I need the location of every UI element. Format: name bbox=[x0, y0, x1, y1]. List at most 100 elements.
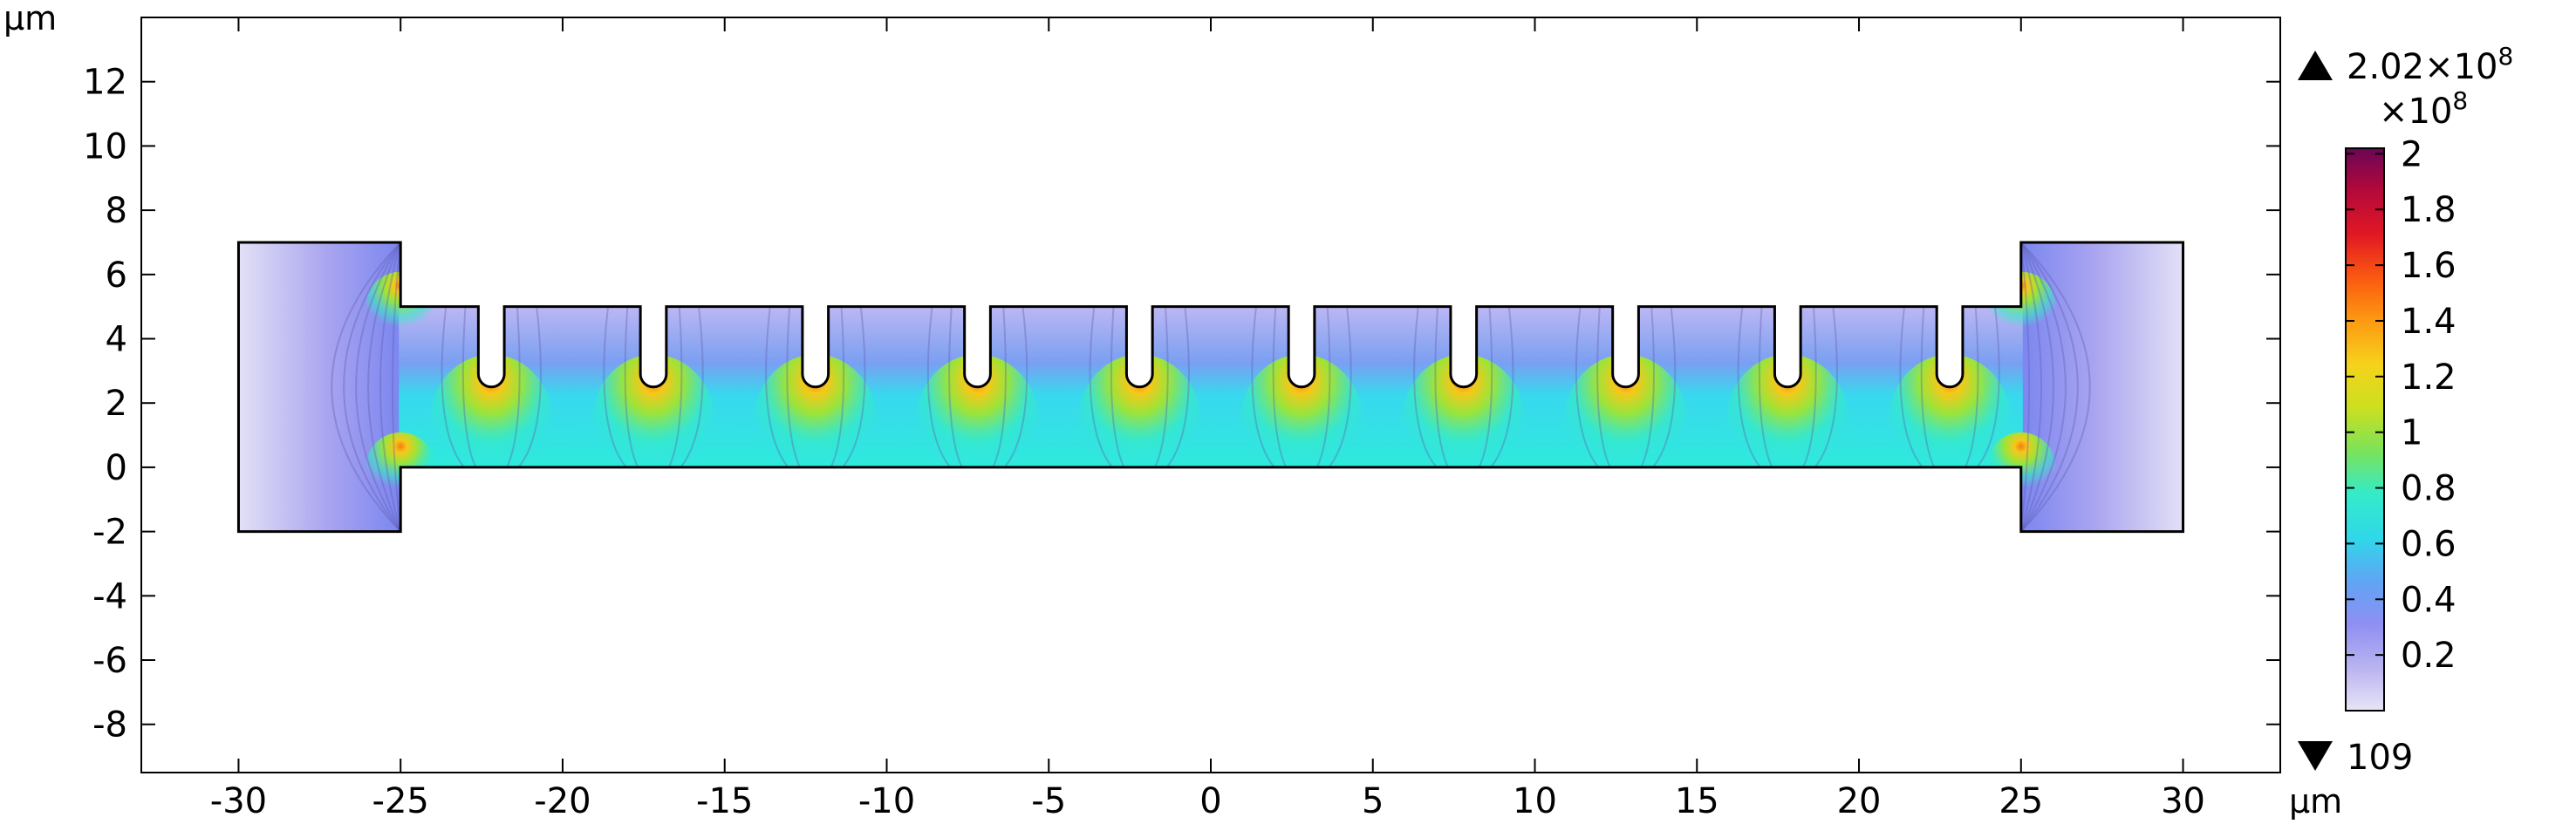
contour-line bbox=[842, 306, 866, 468]
contour-line bbox=[331, 242, 401, 532]
contour-line bbox=[379, 242, 402, 532]
colorbar-tick-label: 1.6 bbox=[2401, 246, 2456, 286]
y-tick-label: 6 bbox=[106, 255, 127, 296]
x-tick-label: 5 bbox=[1362, 781, 1384, 821]
contour-line bbox=[1003, 306, 1028, 468]
contour-line bbox=[680, 306, 704, 468]
y-tick-label: 4 bbox=[106, 320, 127, 360]
colorbar-tick-label: 0.4 bbox=[2401, 580, 2456, 620]
contour-line bbox=[1758, 306, 1773, 468]
contour-line bbox=[1434, 306, 1449, 468]
notch-hotspot bbox=[1240, 354, 1363, 490]
colorbar-min-label: 109 bbox=[2347, 738, 2413, 778]
contour-line bbox=[2019, 242, 2042, 532]
x-tick-label: 15 bbox=[1675, 781, 1719, 821]
colorbar-tick-label: 1.4 bbox=[2401, 302, 2456, 342]
contour-line bbox=[830, 306, 845, 468]
contour-line bbox=[1490, 306, 1514, 468]
colorbar-tick-label: 0.8 bbox=[2401, 469, 2456, 509]
colorbar: 0.2 0.4 0.6 0.8 1 1.2 1.4 1.6 1.8 2 2.02×108 ×108… bbox=[2298, 42, 2513, 778]
x-tick-label: 25 bbox=[1999, 781, 2043, 821]
y-axis: -8 -6 -4 -2 0 2 4 6 8 10 12 bbox=[83, 63, 2280, 746]
y-tick-label: 12 bbox=[83, 63, 127, 103]
contour-line bbox=[441, 306, 465, 468]
max-triangle-icon bbox=[2298, 51, 2333, 80]
contour-line bbox=[1315, 306, 1331, 468]
notch-hotspot bbox=[754, 354, 878, 490]
contour-line bbox=[506, 306, 521, 468]
contour-line bbox=[603, 306, 627, 468]
colorbar-tick-label: 1.2 bbox=[2401, 358, 2456, 398]
contour-line bbox=[1413, 306, 1438, 468]
colorbar-tick-label: 0.2 bbox=[2401, 636, 2456, 676]
contour-line bbox=[2019, 242, 2031, 532]
y-axis-unit: µm bbox=[3, 0, 57, 37]
notch-hotspot bbox=[915, 354, 1040, 490]
notch-hotspot bbox=[429, 354, 553, 490]
x-tick-label: -10 bbox=[858, 781, 915, 821]
contour-line bbox=[391, 242, 402, 532]
x-tick-label: -30 bbox=[210, 781, 267, 821]
contour-line bbox=[2020, 242, 2091, 532]
contour-line bbox=[1920, 306, 1936, 468]
x-tick-label: 30 bbox=[2161, 781, 2205, 821]
x-tick-label: -25 bbox=[372, 781, 429, 821]
contour-line bbox=[992, 306, 1007, 468]
contour-line bbox=[1640, 306, 1655, 468]
notch-hotspot bbox=[1725, 354, 1849, 490]
contour-line bbox=[355, 242, 402, 532]
y-tick-label: -2 bbox=[92, 513, 127, 553]
colorbar-gradient bbox=[2345, 147, 2385, 712]
notch-hotspot bbox=[1563, 354, 1688, 490]
contour-line bbox=[1899, 306, 1923, 468]
contour-line bbox=[1165, 306, 1190, 468]
contour-line bbox=[461, 306, 477, 468]
colorbar-exponent-label: ×108 bbox=[2379, 86, 2468, 132]
contour-line bbox=[1964, 306, 1979, 468]
contour-line bbox=[786, 306, 801, 468]
contour-line bbox=[1110, 306, 1125, 468]
y-tick-label: 8 bbox=[106, 191, 127, 231]
contour-line bbox=[367, 242, 402, 532]
contour-line bbox=[1737, 306, 1761, 468]
contour-line bbox=[1089, 306, 1113, 468]
contour-line bbox=[1814, 306, 1838, 468]
contour-line bbox=[1251, 306, 1275, 468]
notch-hotspot bbox=[1888, 354, 2012, 490]
y-tick-label: -8 bbox=[92, 705, 127, 746]
x-tick-label: -15 bbox=[696, 781, 753, 821]
y-tick-label: 0 bbox=[106, 448, 127, 488]
colorbar-tick-label: 2 bbox=[2401, 134, 2422, 174]
contour-line bbox=[1596, 306, 1611, 468]
geometry-outline bbox=[236, 241, 2185, 534]
contour-lines bbox=[331, 242, 2091, 532]
contour-line bbox=[926, 306, 952, 468]
contour-line bbox=[1154, 306, 1169, 468]
contour-line bbox=[765, 306, 789, 468]
notch-hotspot bbox=[1077, 354, 1201, 490]
contour-line bbox=[2020, 242, 2079, 532]
y-tick-label: 2 bbox=[106, 384, 127, 424]
y-tick-label: 10 bbox=[83, 126, 127, 167]
colorbar-tick-label: 0.6 bbox=[2401, 524, 2456, 564]
x-tick-label: -20 bbox=[534, 781, 591, 821]
contour-line bbox=[1651, 306, 1677, 468]
y-tick-label: -4 bbox=[92, 576, 127, 616]
x-tick-label: -5 bbox=[1031, 781, 1066, 821]
stress-field bbox=[238, 242, 2183, 532]
contour-line bbox=[1575, 306, 1600, 468]
contour-line bbox=[948, 306, 963, 468]
contour-line bbox=[1272, 306, 1288, 468]
min-triangle-icon bbox=[2298, 741, 2333, 771]
contour-line bbox=[1802, 306, 1817, 468]
contour-line bbox=[2019, 242, 2067, 532]
contour-line bbox=[1478, 306, 1493, 468]
colorbar-tick-label: 1.8 bbox=[2401, 190, 2456, 230]
contour-line bbox=[517, 306, 542, 468]
contour-line bbox=[2019, 242, 2054, 532]
x-axis-unit: µm bbox=[2289, 782, 2342, 821]
contour-line bbox=[343, 242, 401, 532]
x-tick-label: 0 bbox=[1199, 781, 1221, 821]
x-axis: -30 -25 -20 -15 -10 -5 0 5 10 15 20 25 30 bbox=[210, 17, 2205, 821]
